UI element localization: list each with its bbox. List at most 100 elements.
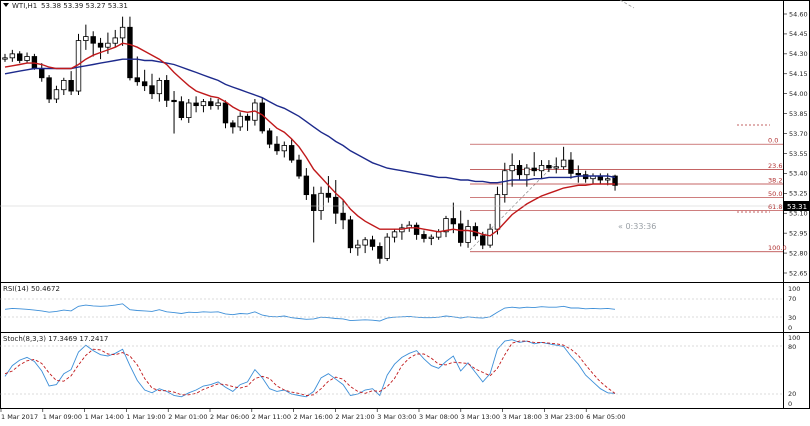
fibonacci-retracement[interactable]: 0.0 23.6 38.2 50.0 61.8 100.0 (470, 137, 787, 253)
candle-body (612, 175, 618, 186)
candle-body (46, 77, 52, 100)
candle-body (480, 235, 486, 246)
time-axis-label: 1 Mar 19:00 (126, 413, 165, 421)
candle-body (391, 231, 398, 238)
time-axis-label: 6 Mar 05:00 (586, 413, 625, 421)
candle-body (83, 36, 89, 41)
candle-body (178, 101, 185, 118)
candle-body (575, 172, 581, 176)
candle-body (443, 218, 449, 233)
candle-body (465, 226, 471, 243)
candle-body (524, 167, 530, 176)
candle-body (288, 145, 295, 161)
candle-body (605, 178, 611, 181)
time-axis-label: 3 Mar 03:00 (377, 413, 416, 421)
ohlc-readout: 53.38 53.39 53.27 53.31 (41, 2, 128, 10)
candle-body (582, 174, 589, 180)
stoch-axis-0: 0 (788, 400, 792, 408)
time-axis-label: 1 Mar 09:00 (43, 413, 82, 421)
candle-body (230, 122, 236, 128)
time-axis-label: 2 Mar 01:00 (168, 413, 207, 421)
candle-body (310, 194, 317, 211)
rsi-indicator (4, 303, 616, 322)
price-axis-label: 54.00 (789, 90, 808, 98)
candle-body (546, 165, 552, 169)
candle-body (127, 26, 133, 79)
dropdown-triangle-icon[interactable] (3, 3, 9, 7)
price-axis-label: 53.55 (789, 150, 808, 158)
stoch-axis-80: 80 (788, 343, 796, 351)
candle-body (355, 244, 361, 249)
stoch-axis-100: 100 (788, 334, 800, 342)
candle-body (141, 81, 148, 87)
candle-body (553, 166, 559, 169)
candle-body (200, 101, 207, 107)
candle-body (112, 37, 118, 44)
candle-body (53, 89, 60, 100)
candle-body (333, 196, 339, 214)
price-axis-label: 53.70 (789, 130, 808, 138)
candle-body (61, 80, 67, 91)
rsi-axis-100: 100 (788, 285, 800, 293)
rsi-axis-70: 70 (788, 295, 796, 303)
rsi-label: RSI(14) 50.4672 (3, 285, 60, 293)
candle-body (186, 102, 192, 119)
candle-body (487, 228, 493, 246)
dashed-ray-top[interactable] (619, 0, 635, 9)
ma-fast-line (4, 42, 615, 237)
stoch-label: Stoch(8,3,3) 17.3469 17.2417 (3, 335, 108, 343)
candle-body (450, 218, 457, 225)
candle-body (340, 212, 346, 221)
fib-level-label: 50.0 (768, 190, 782, 198)
rsi-axis-30: 30 (788, 314, 796, 322)
candle-body (369, 239, 376, 247)
stoch-axis-20: 20 (788, 390, 796, 398)
candle-body (413, 224, 420, 235)
price-axis-label: 54.60 (789, 10, 808, 18)
time-axis-label: 3 Mar 18:00 (503, 413, 542, 421)
fib-level-label: 100.0 (768, 244, 787, 252)
time-axis-label: 1 Mar 14:00 (85, 413, 124, 421)
candle-body (90, 36, 96, 44)
candle-body (222, 102, 229, 124)
candle-body (347, 219, 354, 249)
current-price-tag (784, 201, 810, 211)
price-axis-label: 54.45 (789, 30, 808, 38)
stoch-signal-line (4, 340, 616, 396)
candle-body (531, 167, 537, 172)
candle-body (377, 246, 383, 259)
candle-body (9, 53, 16, 59)
candle-body (2, 57, 8, 60)
fib-level-label: 61.8 (768, 203, 782, 211)
candle-body (105, 42, 111, 48)
price-axis-label: 53.25 (789, 190, 808, 198)
price-axis-label: 52.80 (789, 249, 808, 257)
candle-body (68, 80, 74, 92)
candle-body (134, 77, 140, 83)
time-axis-label: 1 Mar 2017 (1, 413, 38, 421)
candle-body (119, 26, 126, 39)
candle-body (296, 159, 302, 177)
candle-body (24, 56, 30, 61)
candle-body (303, 175, 310, 196)
candle-body (274, 143, 280, 152)
candle-body (538, 165, 545, 172)
price-axis-label: 52.95 (789, 229, 808, 237)
candle-body (208, 101, 214, 107)
candle-body (149, 85, 155, 95)
time-axis-label: 2 Mar 16:00 (294, 413, 333, 421)
candlestick-series (2, 16, 618, 264)
candle-body (16, 53, 23, 61)
candle-body (428, 236, 434, 239)
price-axis-label: 52.65 (789, 269, 808, 277)
candle-body (384, 236, 390, 259)
candle-body (325, 192, 332, 198)
chart-frame (0, 0, 810, 409)
candle-body (457, 223, 464, 243)
price-axis-label: 53.40 (789, 170, 808, 178)
ma-slow-line (4, 58, 616, 184)
candle-body (516, 165, 523, 176)
time-axis-label: 3 Mar 13:00 (461, 413, 500, 421)
